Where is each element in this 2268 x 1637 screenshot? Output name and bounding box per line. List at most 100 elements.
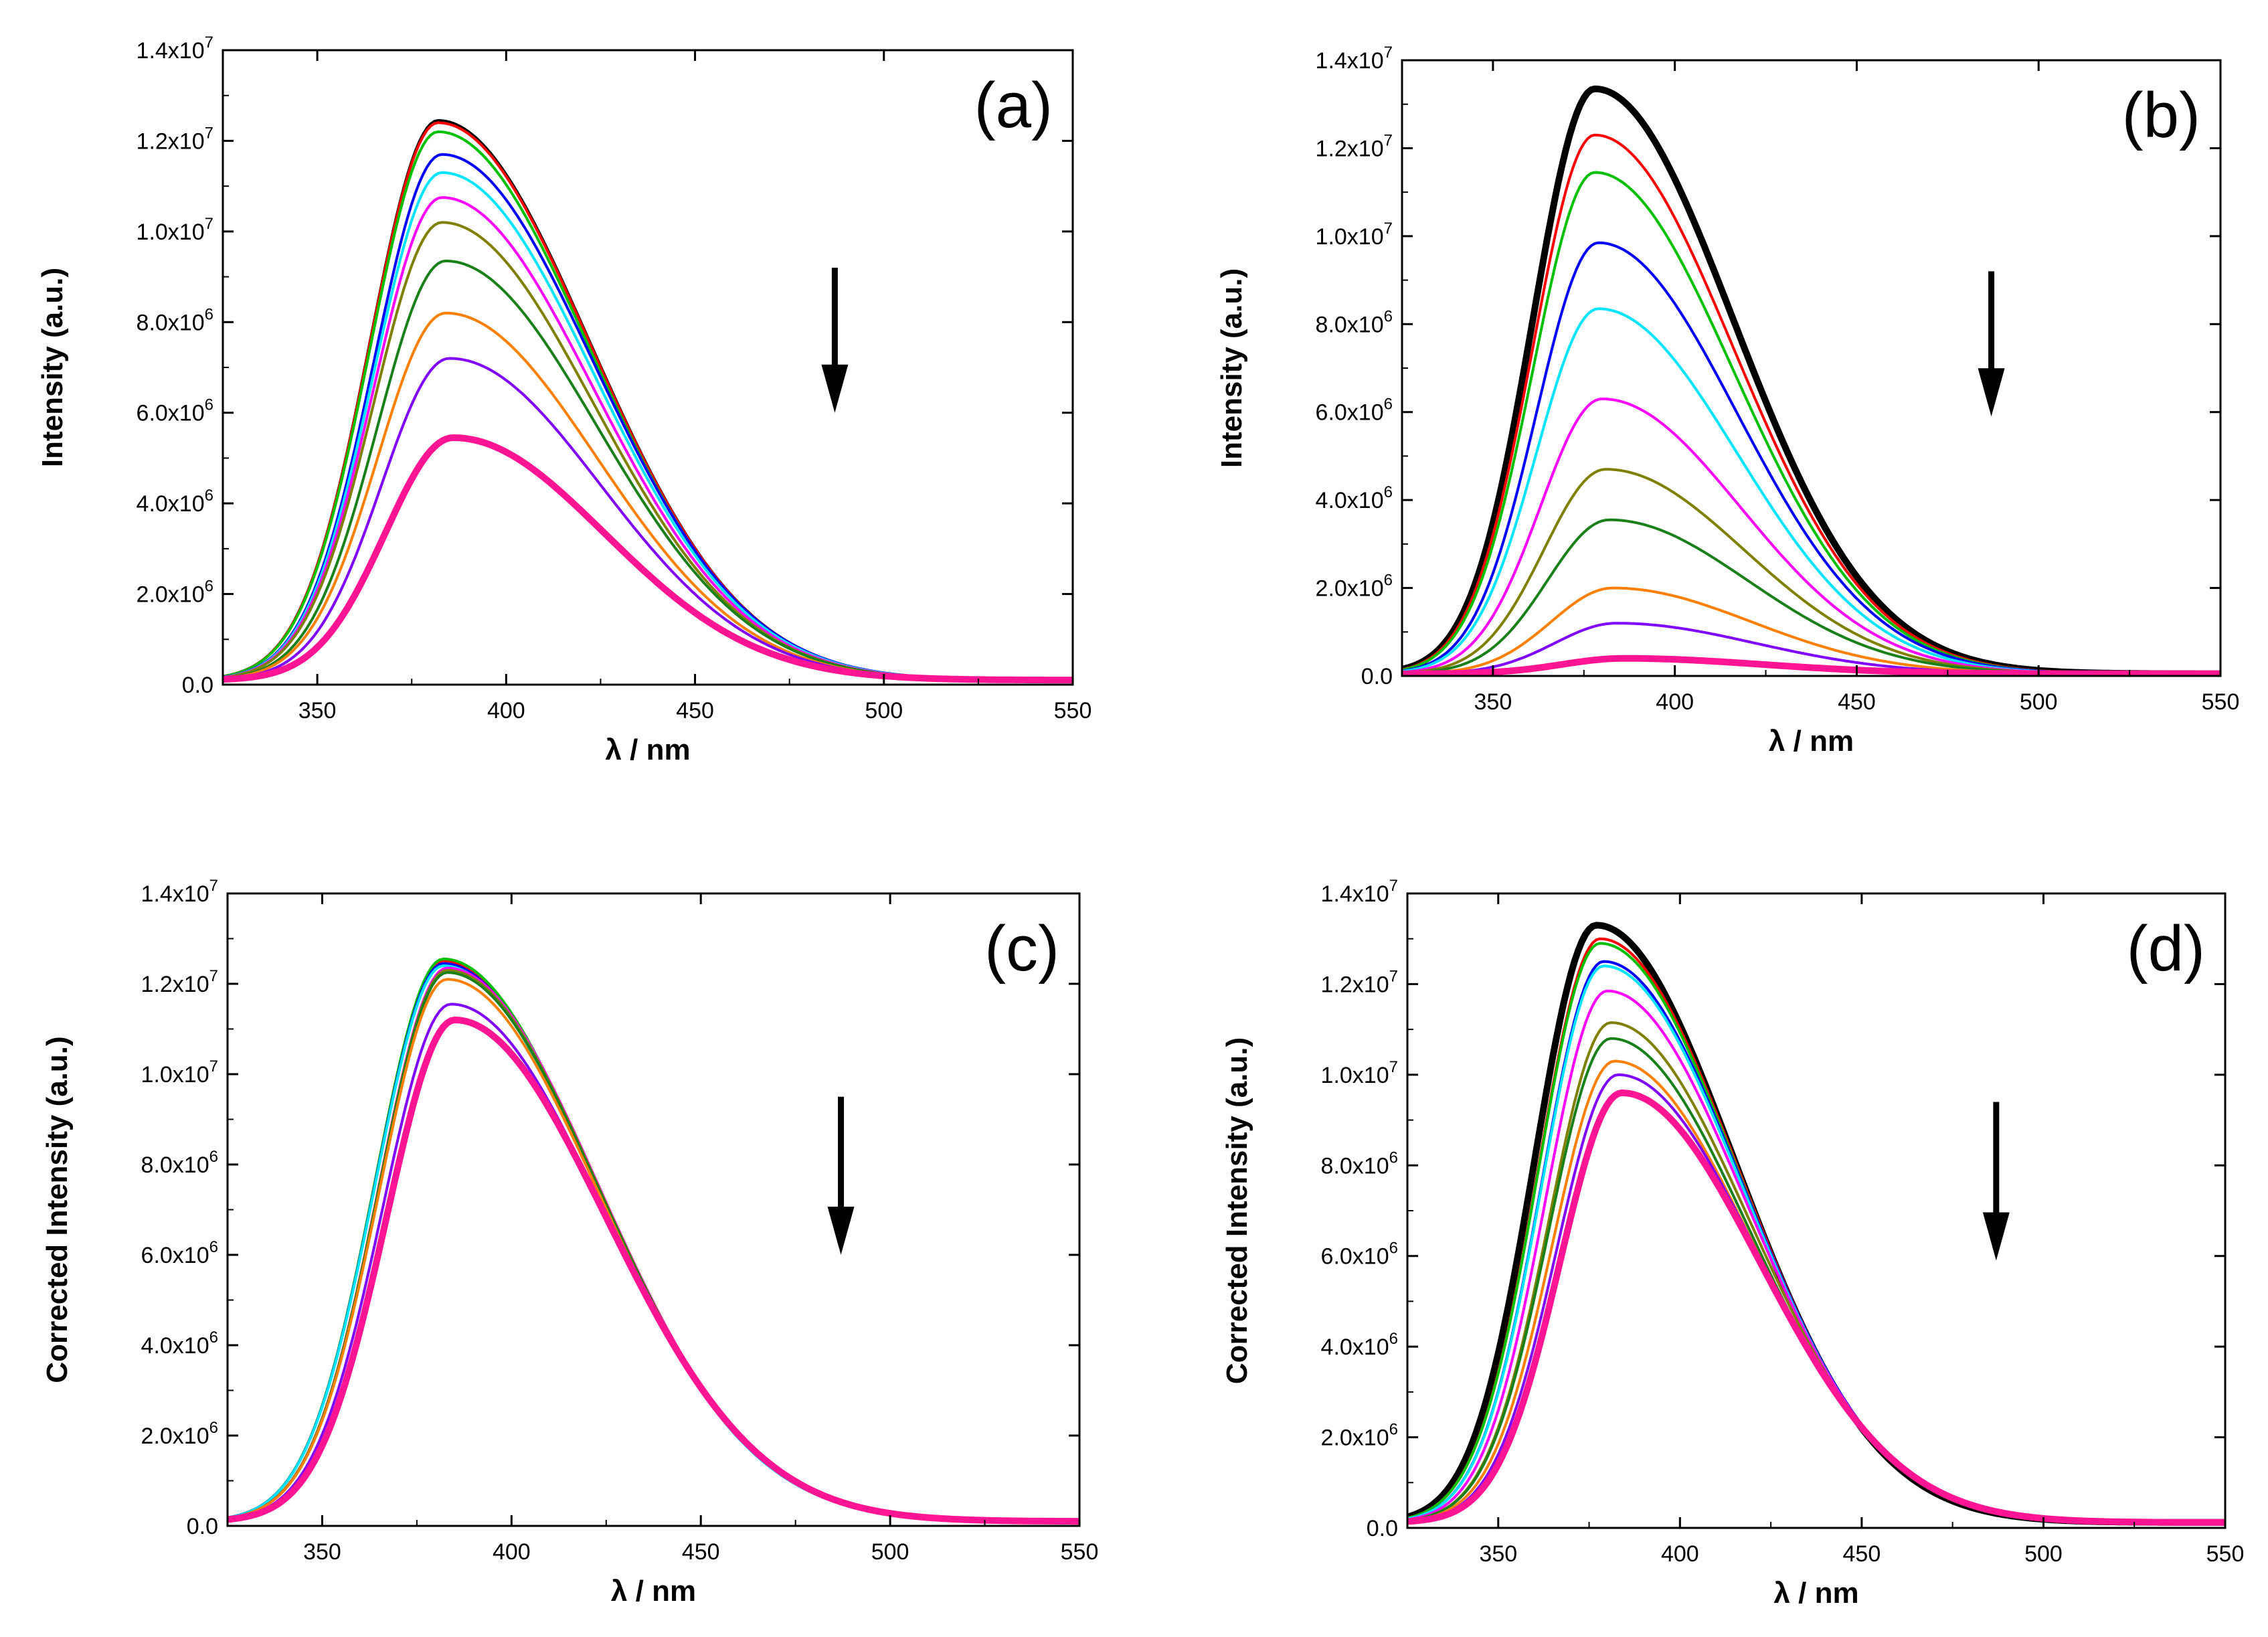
x-tick-label: 350 (303, 1539, 341, 1565)
x-tick-label: 550 (2202, 689, 2240, 715)
y-tick-label: 0.0 (182, 673, 213, 698)
y-tick-label: 2.0x106 (1321, 1421, 1398, 1451)
series-line-4 (228, 962, 1079, 1523)
panel-a: 350 400 450 500 550 0.0 2.0x106 4.0x106 6.0x106 8… (36, 33, 1092, 766)
plot-frame (222, 49, 1074, 686)
x-tick-label: 550 (1061, 1539, 1099, 1565)
y-tick-label: 4.0x106 (141, 1328, 218, 1359)
series-line-9 (1402, 586, 2220, 675)
series-group (1407, 922, 2225, 1526)
y-tick-label: 6.0x106 (141, 1238, 218, 1268)
series-line-7 (228, 968, 1079, 1523)
series-line-5 (228, 964, 1079, 1523)
series-group (1402, 85, 2220, 676)
x-tick-label: 450 (682, 1539, 720, 1565)
x-tick-label: 350 (298, 698, 337, 723)
decrease-arrow-icon (821, 268, 849, 413)
x-tick-label: 450 (1838, 689, 1876, 715)
y-tick-label: 1.4x107 (1321, 877, 1398, 907)
series-line-9 (1407, 1059, 2225, 1524)
y-tick-label: 1.0x107 (1321, 1058, 1398, 1088)
y-axis-label: Intensity (a.u.) (36, 268, 69, 467)
decrease-arrow-icon (827, 1096, 855, 1255)
panel-label: (a) (974, 70, 1053, 141)
series-line-11 (1407, 1089, 2225, 1526)
x-tick-label: 400 (1661, 1541, 1699, 1567)
decrease-arrow-icon (1982, 1102, 2010, 1261)
panel-label: (c) (984, 913, 1059, 984)
series-line-10 (228, 1003, 1079, 1523)
series-line-1 (223, 119, 1073, 682)
y-tick-label: 1.0x107 (141, 1057, 218, 1088)
series-line-4 (1402, 241, 2220, 675)
series-line-11 (223, 434, 1073, 684)
y-tick-label: 8.0x106 (141, 1148, 218, 1178)
series-line-3 (1402, 171, 2220, 675)
panel-c: 350 400 450 500 550 0.0 2.0x106 4.0x106 6.0x106 8… (41, 877, 1098, 1608)
series-line-6 (1407, 989, 2225, 1524)
series-line-3 (1407, 942, 2225, 1524)
series-line-7 (223, 221, 1073, 682)
y-tick-label: 0.0 (187, 1514, 218, 1539)
plot-frame (226, 892, 1081, 1527)
series-line-6 (228, 966, 1079, 1523)
panel-label: (b) (2122, 80, 2200, 151)
series-line-3 (228, 957, 1079, 1523)
x-axis-label: λ / nm (605, 734, 690, 766)
y-tick-label: 4.0x106 (1316, 483, 1393, 513)
x-axis-label: λ / nm (611, 1575, 696, 1608)
y-tick-label: 1.0x107 (1316, 220, 1393, 250)
decrease-arrow-icon (1978, 271, 2005, 417)
panel-b: 350 400 450 500 550 0.0 2.0x106 4.0x106 6.0x106 8… (1215, 44, 2239, 758)
y-axis-label: Corrected Intensity (a.u.) (1221, 1037, 1253, 1384)
x-tick-label: 500 (2024, 1541, 2063, 1567)
y-tick-label: 0.0 (1361, 664, 1393, 689)
y-tick-label: 1.2x107 (1316, 131, 1393, 161)
x-tick-label: 400 (493, 1539, 531, 1565)
x-tick-label: 350 (1474, 689, 1512, 715)
y-tick-label: 0.0 (1367, 1516, 1398, 1541)
x-tick-label: 350 (1479, 1541, 1517, 1567)
series-line-11 (1402, 655, 2220, 676)
y-tick-label: 2.0x106 (137, 578, 213, 608)
x-tick-label: 500 (2020, 689, 2058, 715)
series-line-6 (1402, 398, 2220, 675)
y-axis-label: Intensity (a.u.) (1215, 268, 1248, 468)
y-tick-label: 1.4x107 (1316, 44, 1393, 74)
y-tick-label: 6.0x106 (137, 396, 213, 426)
x-tick-label: 500 (871, 1539, 909, 1565)
y-tick-label: 2.0x106 (141, 1419, 218, 1449)
y-tick-label: 1.2x107 (1321, 967, 1398, 997)
y-tick-label: 4.0x106 (1321, 1330, 1398, 1360)
y-tick-label: 8.0x106 (1316, 307, 1393, 337)
y-axis-label: Corrected Intensity (a.u.) (41, 1036, 74, 1383)
x-tick-label: 400 (487, 698, 525, 723)
y-tick-label: 1.4x107 (141, 877, 218, 907)
x-tick-label: 550 (1054, 698, 1092, 723)
series-line-2 (1407, 937, 2225, 1524)
y-tick-label: 6.0x106 (1316, 396, 1393, 426)
y-tick-label: 8.0x106 (1321, 1148, 1398, 1179)
series-group (228, 957, 1079, 1525)
y-tick-label: 1.0x107 (137, 215, 213, 245)
y-tick-label: 8.0x106 (137, 305, 213, 335)
series-line-8 (228, 971, 1079, 1523)
series-line-9 (228, 978, 1079, 1523)
panel-label: (d) (2127, 913, 2205, 984)
x-axis-label: λ / nm (1773, 1577, 1858, 1610)
x-tick-label: 400 (1656, 689, 1694, 715)
y-tick-label: 1.4x107 (137, 33, 213, 64)
x-axis-label: λ / nm (1769, 725, 1854, 758)
panel-d: 350 400 450 500 550 0.0 2.0x106 4.0x106 6.0x106 8… (1221, 877, 2244, 1610)
x-tick-label: 450 (1843, 1541, 1881, 1567)
series-line-5 (1407, 964, 2225, 1524)
x-tick-label: 550 (2206, 1541, 2245, 1567)
series-line-1 (228, 960, 1079, 1523)
y-tick-label: 1.2x107 (141, 967, 218, 997)
y-tick-label: 2.0x106 (1316, 572, 1393, 602)
series-line-2 (228, 960, 1079, 1523)
series-line-10 (1407, 1073, 2225, 1524)
x-tick-label: 450 (676, 698, 714, 723)
series-group (223, 119, 1073, 684)
